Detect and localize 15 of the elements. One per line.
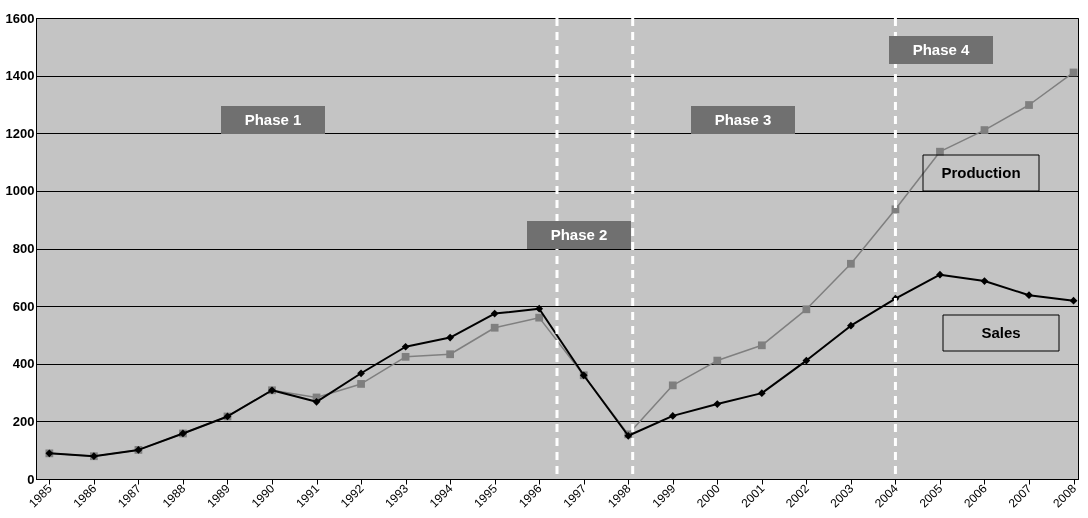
y-tick-label: 600 [12, 298, 35, 314]
y-tick-label: 400 [12, 356, 35, 372]
annotation: Phase 1 [244, 111, 302, 128]
y-tick-label: 200 [12, 413, 35, 429]
y-tick-label: 1400 [5, 68, 35, 84]
series-label: Sales [981, 324, 1021, 341]
y-tick-label: 1600 [5, 10, 35, 26]
annotation: Phase 2 [550, 226, 608, 243]
annotation: Phase 4 [912, 41, 970, 58]
annotation: Phase 3 [714, 111, 772, 128]
y-tick-label: 800 [12, 241, 35, 256]
series-label: Production [941, 164, 1021, 181]
y-tick-label: 1200 [5, 125, 35, 141]
y-tick-label: 0 [27, 471, 35, 487]
y-tick-label: 1000 [5, 183, 35, 199]
